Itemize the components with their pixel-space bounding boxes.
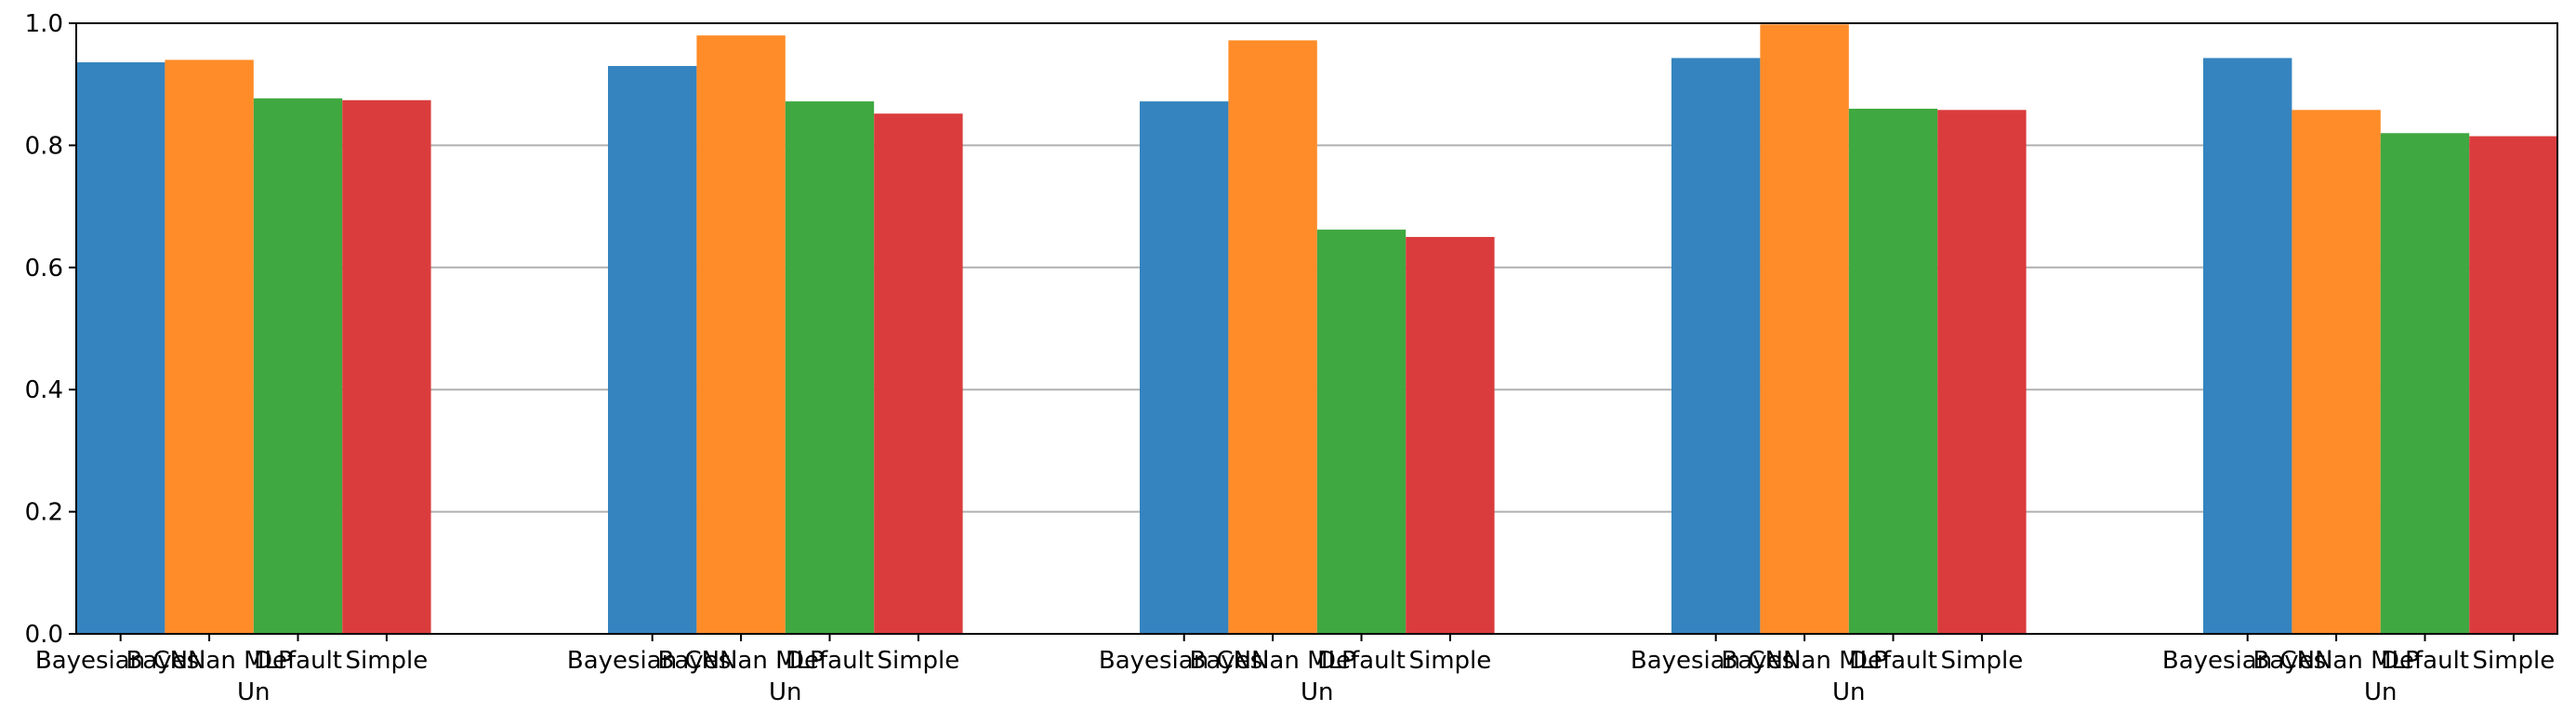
bar — [1937, 110, 2027, 634]
bar — [608, 65, 697, 635]
x-tick-label: Default — [1849, 647, 1937, 675]
y-tick-label: 0.0 — [25, 621, 63, 649]
bar — [1848, 108, 1938, 635]
bar — [165, 59, 254, 635]
x-tick-label: Default — [254, 647, 342, 675]
x-tick-label: Simple — [346, 647, 429, 675]
x-tick-label: Bayesian MLP — [657, 647, 824, 675]
bar — [1760, 24, 1849, 634]
x-tick-label: Bayesian MLP — [2252, 647, 2419, 675]
plot-frame — [75, 22, 2558, 635]
bar — [696, 35, 786, 634]
x-tick-label: Simple — [1409, 647, 1492, 675]
x-tick-label: Bayesian CNN — [567, 647, 738, 675]
x-tick-label: Default — [786, 647, 874, 675]
bar — [1140, 101, 1229, 634]
x-tick-label: Simple — [878, 647, 960, 675]
bar — [76, 62, 165, 635]
bar — [1406, 236, 1495, 634]
x-tick-label: Bayesian MLP — [1721, 647, 1887, 675]
x-tick-label: Simple — [2473, 647, 2556, 675]
x-tick-label: Simple — [1941, 647, 2024, 675]
bars — [76, 24, 2558, 635]
x-tick-label: Default — [1317, 647, 1406, 675]
y-tick-label: 0.2 — [25, 499, 63, 527]
bar — [874, 113, 963, 634]
x-tick-label: Default — [2381, 647, 2469, 675]
bar — [1316, 230, 1407, 635]
group-label: Un — [1301, 678, 1334, 706]
group-label: Un — [1832, 678, 1866, 706]
bar — [342, 99, 431, 635]
bar — [2203, 58, 2292, 635]
group-label: Un — [769, 678, 802, 706]
bar — [2380, 133, 2470, 634]
group-label: Un — [2364, 678, 2398, 706]
group-label: Un — [237, 678, 271, 706]
x-tick-label: Bayesian CNN — [35, 647, 206, 675]
y-tick-label: 0.8 — [25, 132, 63, 160]
bar — [1671, 58, 1761, 635]
bar — [253, 98, 343, 635]
x-tick-label: Bayesian MLP — [125, 647, 292, 675]
bar — [785, 101, 875, 634]
x-tick-label: Bayesian CNN — [2162, 647, 2333, 675]
y-tick-label: 0.6 — [25, 255, 63, 283]
y-tick-label: 0.4 — [25, 376, 63, 404]
bar — [1228, 40, 1317, 635]
bar — [2292, 110, 2381, 634]
bar — [2469, 136, 2558, 635]
x-tick-label: Bayesian MLP — [1189, 647, 1355, 675]
x-tick-label: Bayesian CNN — [1099, 647, 1270, 675]
x-tick-label: Bayesian CNN — [1631, 647, 1802, 675]
y-axis: 0.0 0.2 0.4 0.6 0.8 1.0 — [25, 10, 76, 649]
y-tick-label: 1.0 — [25, 10, 63, 38]
